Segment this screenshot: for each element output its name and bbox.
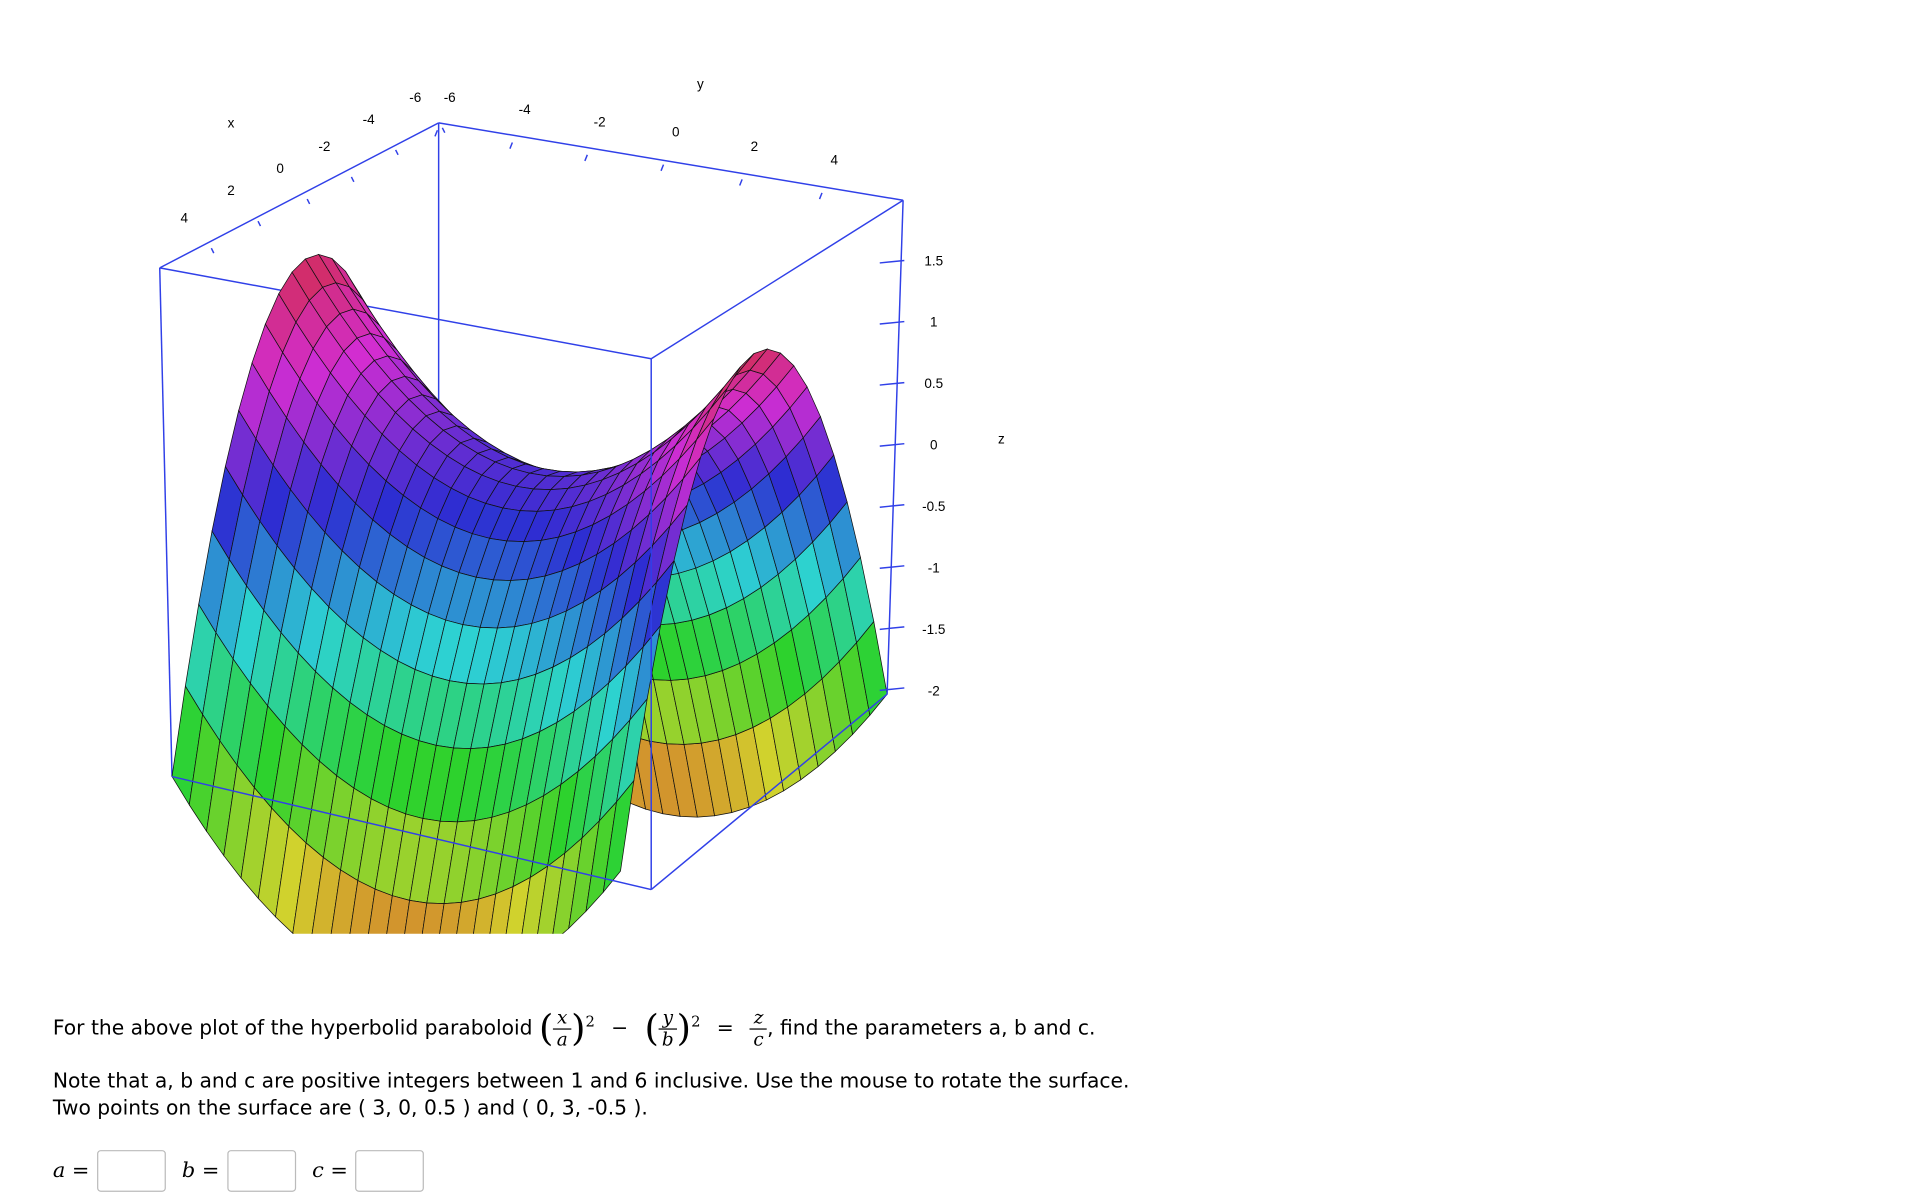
box-edge bbox=[650, 693, 888, 891]
surface-patch bbox=[521, 865, 549, 934]
tick-mark bbox=[660, 164, 665, 172]
z-tick-label: -2 bbox=[928, 683, 940, 698]
numerator: x bbox=[553, 1007, 572, 1030]
answer-b: b = bbox=[182, 1150, 296, 1192]
answer-label: a = bbox=[52, 1158, 90, 1184]
surface-patch bbox=[386, 895, 410, 934]
operator: = bbox=[716, 1016, 734, 1040]
note-text: Note that a, b and c are positive intege… bbox=[52, 1068, 1130, 1093]
ask-text: , find the parameters a, b and c. bbox=[767, 1016, 1096, 1040]
tick-mark bbox=[879, 504, 905, 508]
z-tick-label: 0.5 bbox=[924, 376, 943, 391]
answer-a: a = bbox=[53, 1150, 166, 1192]
tick-mark bbox=[879, 320, 905, 325]
z-tick-label: -1.5 bbox=[922, 622, 945, 637]
surface-patch bbox=[368, 888, 393, 934]
x-axis-label: x bbox=[228, 116, 235, 131]
tick-mark bbox=[879, 687, 905, 692]
tick-mark bbox=[879, 626, 905, 631]
box-edge bbox=[438, 122, 904, 202]
surface-patch bbox=[349, 879, 376, 934]
intro-text: For the above plot of the hyperbolid par… bbox=[52, 1016, 533, 1040]
answer-input[interactable] bbox=[355, 1150, 425, 1192]
denominator: c bbox=[753, 1028, 764, 1051]
tick-mark bbox=[434, 129, 439, 137]
z-tick-label: -1 bbox=[928, 560, 940, 575]
tick-mark bbox=[584, 154, 589, 162]
y-tick-label: -6 bbox=[444, 90, 456, 105]
box-edge bbox=[159, 122, 439, 269]
exponent: 2 bbox=[585, 1013, 595, 1031]
box-edge bbox=[159, 267, 652, 360]
surface-patch bbox=[505, 876, 531, 934]
numerator: y bbox=[658, 1007, 677, 1030]
surface-patch bbox=[292, 842, 324, 934]
tick-mark bbox=[879, 381, 905, 386]
answer-input[interactable] bbox=[226, 1150, 296, 1192]
tick-mark bbox=[879, 259, 905, 264]
x-tick-label: 4 bbox=[181, 210, 189, 225]
z-tick-label: 0 bbox=[930, 438, 938, 453]
tick-mark bbox=[306, 198, 311, 205]
problem-line-1: For the above plot of the hyperbolid par… bbox=[52, 1006, 1096, 1051]
tick-mark bbox=[738, 179, 743, 186]
surface-plot[interactable]: 4 2 0 -2 -4 -6 -6 -4 -2 0 2 4 1.5 1 0.5 0 -0.5 -1 -1.5 -2 x y… bbox=[0, 0, 1229, 934]
tick-mark bbox=[818, 192, 823, 200]
tick-mark bbox=[394, 149, 399, 156]
box-edge bbox=[650, 199, 904, 360]
answer-input[interactable] bbox=[96, 1150, 166, 1192]
z-tick-label: -0.5 bbox=[922, 499, 945, 514]
z-tick-label: 1.5 bbox=[924, 253, 943, 268]
x-tick-label: -4 bbox=[363, 112, 375, 127]
tick-mark bbox=[350, 176, 355, 183]
surface-patch bbox=[439, 901, 462, 934]
surface-patch bbox=[311, 856, 341, 934]
tick-mark bbox=[509, 142, 514, 149]
tick-mark bbox=[879, 565, 905, 570]
exponent: 2 bbox=[691, 1013, 701, 1031]
x-tick-label: 0 bbox=[276, 161, 284, 176]
y-axis-label: y bbox=[697, 76, 704, 91]
answer-c: c = bbox=[312, 1150, 425, 1192]
surface-patch bbox=[473, 893, 497, 934]
surface-patch bbox=[330, 869, 359, 934]
tick-mark bbox=[257, 220, 262, 227]
box-edge bbox=[158, 267, 173, 777]
y-tick-label: -2 bbox=[594, 114, 606, 129]
box-edge bbox=[886, 200, 904, 695]
points-text: Two points on the surface are ( 3, 0, 0.… bbox=[52, 1096, 648, 1120]
box-edge bbox=[171, 775, 652, 891]
tick-mark bbox=[441, 127, 446, 134]
y-tick-label: 4 bbox=[831, 153, 839, 168]
x-tick-label: -6 bbox=[409, 90, 421, 105]
denominator: b bbox=[661, 1028, 674, 1051]
answer-label: b = bbox=[181, 1158, 220, 1184]
x-tick-label: 2 bbox=[227, 183, 235, 198]
denominator: a bbox=[556, 1028, 568, 1051]
surface-patch bbox=[489, 886, 514, 934]
surface-patch bbox=[602, 779, 635, 894]
y-tick-label: -4 bbox=[519, 102, 531, 117]
surface-patch bbox=[404, 899, 428, 934]
x-tick-label: -2 bbox=[318, 139, 330, 154]
operator: − bbox=[611, 1016, 629, 1040]
tick-mark bbox=[879, 442, 905, 447]
tick-mark bbox=[210, 247, 215, 254]
answer-label: c = bbox=[312, 1158, 348, 1184]
surface-patch bbox=[537, 852, 566, 934]
y-tick-label: 2 bbox=[751, 139, 759, 154]
z-axis-label: z bbox=[998, 431, 1005, 446]
surface-patch bbox=[456, 898, 480, 934]
surface-patch bbox=[421, 902, 445, 934]
z-tick-label: 1 bbox=[930, 315, 938, 330]
numerator: z bbox=[750, 1007, 768, 1030]
y-tick-label: 0 bbox=[672, 124, 680, 139]
